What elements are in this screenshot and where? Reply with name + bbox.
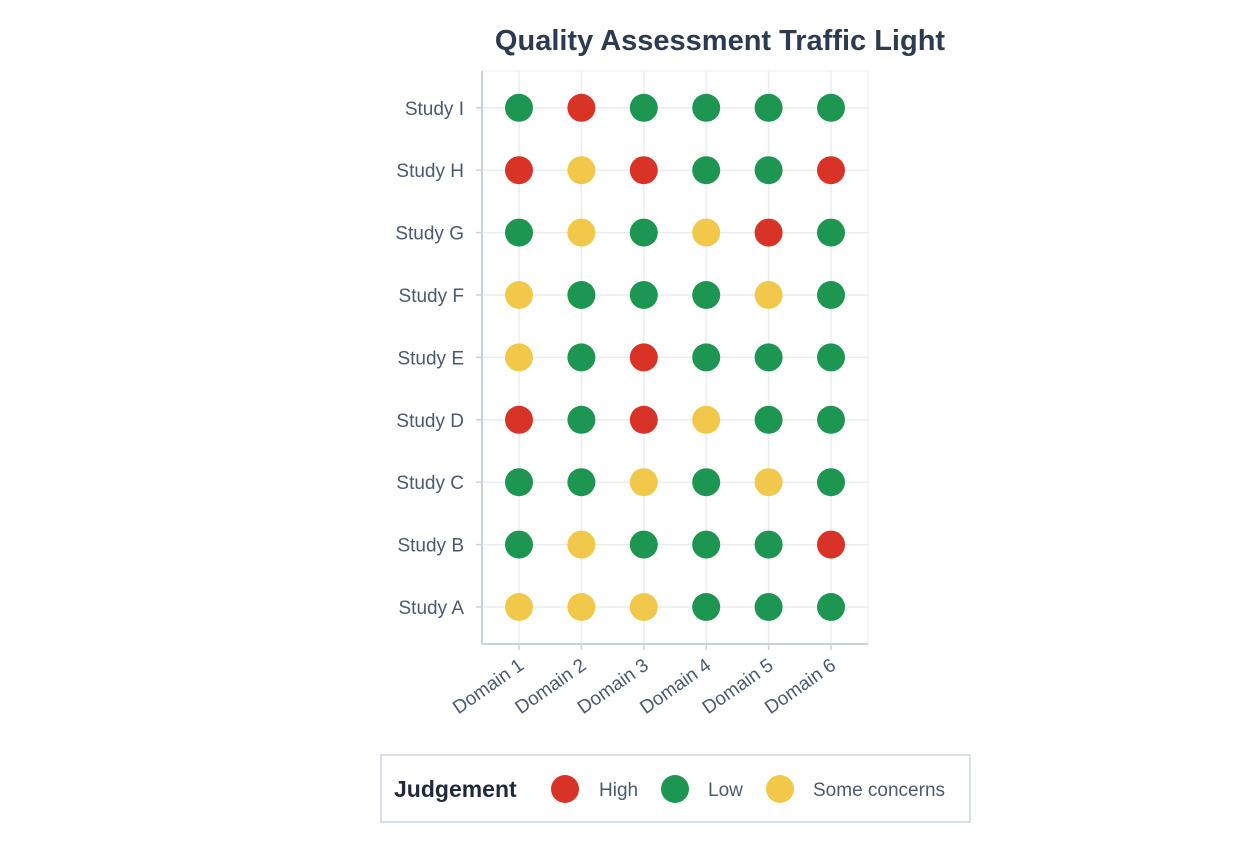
- legend-label: High: [599, 780, 638, 801]
- data-point: [505, 468, 533, 497]
- data-point: [505, 218, 533, 247]
- legend-label: Some concerns: [813, 780, 945, 801]
- data-point: [817, 530, 845, 559]
- plot-area: [481, 70, 869, 645]
- y-tick-label: Study H: [396, 161, 464, 182]
- data-point: [754, 281, 783, 309]
- legend-entries: High Low Some concerns: [551, 775, 945, 803]
- legend-title: Judgement: [394, 776, 517, 802]
- data-point: [817, 593, 845, 621]
- data-point: [567, 218, 596, 247]
- data-point: [505, 343, 533, 372]
- data-point: [817, 343, 845, 372]
- data-point: [567, 156, 596, 185]
- chart-title: Quality Assessment Traffic Light: [495, 25, 945, 57]
- data-point: [567, 530, 596, 559]
- legend-box: [380, 754, 971, 823]
- data-point: [754, 530, 783, 559]
- y-tick-label: Study C: [396, 473, 464, 494]
- data-point: [754, 468, 783, 497]
- data-point: [817, 218, 845, 247]
- data-point: [754, 343, 783, 372]
- data-point: [629, 530, 658, 559]
- legend-swatch: [661, 775, 689, 803]
- legend: Judgement High Low Some concerns: [380, 754, 971, 823]
- data-point: [754, 156, 783, 185]
- data-point: [567, 468, 596, 497]
- data-point: [567, 281, 596, 309]
- y-tick-label: Study I: [405, 99, 464, 120]
- data-point: [567, 593, 596, 621]
- data-point: [817, 156, 845, 185]
- data-point: [505, 281, 533, 309]
- data-point: [817, 468, 845, 497]
- y-axis-ticks: Study A Study B Study C Study D Study E Study…: [395, 99, 482, 619]
- y-tick-label: Study G: [395, 224, 464, 245]
- data-point: [754, 218, 783, 247]
- data-point: [692, 281, 721, 309]
- y-tick-label: Study E: [397, 348, 464, 369]
- data-point: [817, 281, 845, 309]
- data-point: [629, 93, 658, 122]
- data-point: [754, 405, 783, 434]
- data-point: [629, 218, 658, 247]
- data-point: [505, 405, 533, 434]
- data-point: [629, 156, 658, 185]
- data-point: [754, 93, 783, 122]
- data-point: [817, 405, 845, 434]
- data-point: [692, 218, 721, 247]
- legend-label: Low: [708, 780, 743, 801]
- data-point: [629, 468, 658, 497]
- data-point: [692, 156, 721, 185]
- legend-swatch: [766, 775, 794, 803]
- data-point: [692, 405, 721, 434]
- data-point: [754, 593, 783, 621]
- data-point: [567, 343, 596, 372]
- data-point: [629, 343, 658, 372]
- data-point: [505, 530, 533, 559]
- legend-swatch: [551, 775, 579, 803]
- data-point: [505, 593, 533, 621]
- data-point: [692, 468, 721, 497]
- data-point: [567, 93, 596, 122]
- data-point: [629, 593, 658, 621]
- data-point: [692, 93, 721, 122]
- data-point: [692, 593, 721, 621]
- y-tick-label: Study A: [399, 598, 465, 619]
- data-point: [505, 156, 533, 185]
- data-point: [817, 93, 845, 122]
- y-tick-label: Study D: [396, 411, 464, 432]
- data-point: [629, 281, 658, 309]
- y-tick-label: Study B: [397, 536, 464, 557]
- data-points: [505, 93, 845, 621]
- data-point: [692, 343, 721, 372]
- data-point: [692, 530, 721, 559]
- y-tick-label: Study F: [399, 286, 464, 307]
- data-point: [629, 405, 658, 434]
- data-point: [567, 405, 596, 434]
- x-tick-label: Domain 6: [761, 655, 840, 719]
- data-point: [505, 93, 533, 122]
